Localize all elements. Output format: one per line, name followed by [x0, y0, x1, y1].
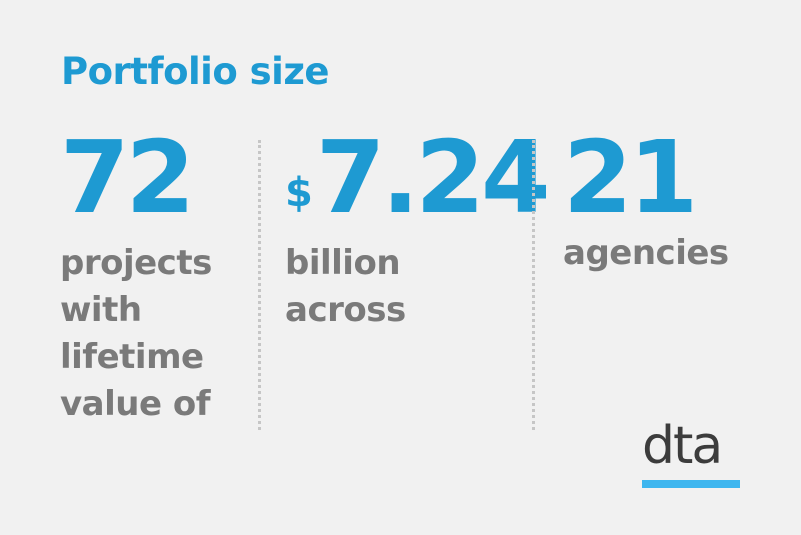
logo-underline	[642, 480, 740, 488]
stat-description: projects with lifetime value of	[60, 240, 212, 428]
description-line: billion	[285, 243, 401, 283]
page-title: Portfolio size	[61, 50, 330, 93]
stat-value-billion: $7.24 billion across	[285, 128, 551, 334]
description-line: with	[60, 290, 142, 330]
stat-description: billion across	[285, 240, 547, 334]
stat-value: 21	[563, 119, 698, 236]
stat-value-wrapper: $7.24	[285, 128, 551, 228]
column-divider	[258, 140, 261, 430]
description-line: lifetime	[60, 337, 204, 377]
stat-projects: 72 projects with lifetime value of	[60, 128, 212, 428]
stat-description: agencies	[563, 230, 729, 277]
logo-text: dta	[642, 416, 723, 476]
stat-value: 7.24	[315, 119, 551, 236]
stat-value: 72	[60, 119, 195, 236]
description-line: value of	[60, 384, 211, 424]
dta-logo: dta	[642, 418, 740, 488]
column-divider	[532, 140, 535, 430]
description-line: across	[285, 290, 406, 330]
currency-symbol: $	[285, 170, 313, 216]
stat-agencies: 21 agencies	[563, 128, 729, 277]
description-line: projects	[60, 243, 212, 283]
description-line: agencies	[563, 233, 729, 273]
